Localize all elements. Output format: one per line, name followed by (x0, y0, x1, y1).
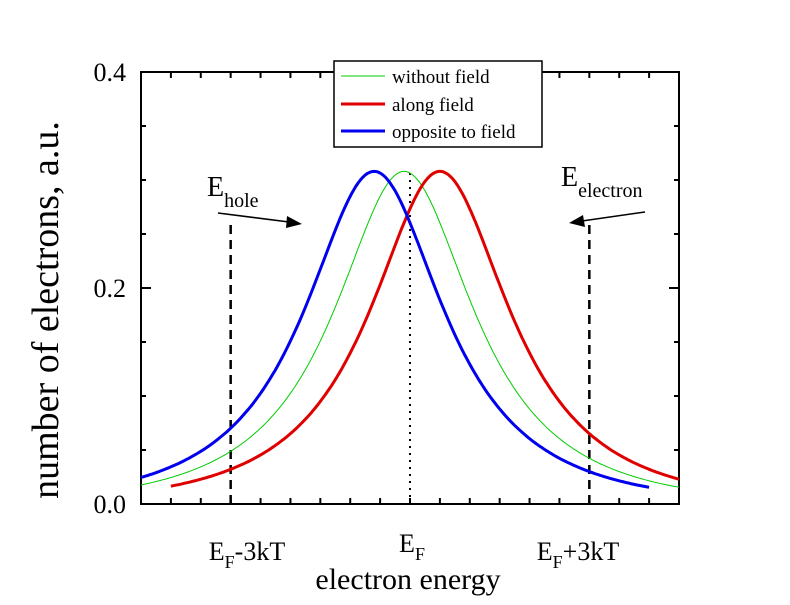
arrow-electron-line (581, 211, 646, 222)
legend-label-along-field: along field (392, 95, 474, 116)
legend-label-without-field: without field (392, 67, 490, 88)
annotation-hole: Ehole (207, 172, 302, 228)
arrow-hole-line (217, 212, 290, 223)
arrow-electron-head (569, 215, 585, 227)
arrow-hole-head (286, 216, 302, 228)
x-tick-label-ef-minus: EF-3kT (209, 537, 286, 572)
series-line-without-field (140, 170, 680, 488)
x-tick-label-ef-plus: EF+3kT (537, 537, 620, 572)
x-tick-label-ef: EF (399, 529, 425, 564)
annotation-electron: Eelectron (561, 162, 646, 227)
legend: without field along field opposite to fi… (333, 60, 543, 148)
series-group (140, 169, 680, 489)
y-tick-labels: 0.0 0.2 0.4 (94, 58, 127, 519)
y-tick-label: 0.0 (94, 490, 127, 519)
x-axis-label: electron energy (315, 563, 500, 596)
legend-label-opposite-to-field: opposite to field (392, 122, 516, 143)
y-tick-label: 0.2 (94, 274, 127, 303)
annotation-hole-label: Ehole (207, 172, 259, 212)
reference-lines (229, 169, 591, 504)
x-tick-labels: EF-3kT EF EF+3kT (209, 529, 620, 572)
y-axis-label: number of electrons, a.u. (25, 121, 67, 499)
series-line-along-field (170, 169, 680, 488)
annotation-electron-label: Eelectron (561, 162, 643, 202)
series-line-opposite-to-field (140, 169, 650, 489)
y-tick-label: 0.4 (94, 58, 127, 87)
